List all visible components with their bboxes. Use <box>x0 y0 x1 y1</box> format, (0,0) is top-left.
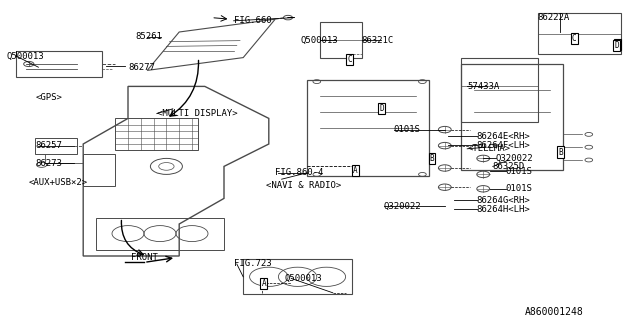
Text: 0101S: 0101S <box>506 167 532 176</box>
Text: A: A <box>261 279 266 288</box>
Text: Q500013: Q500013 <box>301 36 339 44</box>
Text: 86277: 86277 <box>128 63 155 72</box>
Text: 86264H<LH>: 86264H<LH> <box>477 205 531 214</box>
Text: 86273: 86273 <box>35 159 62 168</box>
Text: <MULTI DISPLAY>: <MULTI DISPLAY> <box>157 109 237 118</box>
Text: Q500013: Q500013 <box>285 274 323 283</box>
Text: <NAVI & RADIO>: <NAVI & RADIO> <box>266 181 341 190</box>
Text: 57433A: 57433A <box>467 82 499 91</box>
Text: 85261: 85261 <box>136 32 163 41</box>
Text: FIG.660: FIG.660 <box>234 16 271 25</box>
Text: C: C <box>572 34 577 43</box>
Text: 0101S: 0101S <box>506 184 532 193</box>
Text: 86321C: 86321C <box>362 36 394 44</box>
Text: Q320022: Q320022 <box>384 202 422 211</box>
Text: A860001248: A860001248 <box>525 307 584 317</box>
Text: B: B <box>429 154 435 163</box>
Text: FIG.723: FIG.723 <box>234 260 271 268</box>
Text: A: A <box>353 166 358 175</box>
Text: <AUX+USB×2>: <AUX+USB×2> <box>29 178 88 187</box>
Text: 86264E<RH>: 86264E<RH> <box>477 132 531 140</box>
Text: 86257: 86257 <box>35 141 62 150</box>
Text: Q500013: Q500013 <box>6 52 44 60</box>
Text: FIG.860-4: FIG.860-4 <box>275 168 324 177</box>
Text: 86325D: 86325D <box>493 162 525 171</box>
Text: 86264F<LH>: 86264F<LH> <box>477 141 531 150</box>
Text: 86222A: 86222A <box>538 13 570 22</box>
Text: 86264G<RH>: 86264G<RH> <box>477 196 531 204</box>
Text: FRONT: FRONT <box>131 253 158 262</box>
Text: <GPS>: <GPS> <box>35 93 62 102</box>
Text: B: B <box>558 148 563 156</box>
Text: D: D <box>614 41 619 50</box>
Text: <TELEMA>: <TELEMA> <box>467 144 510 153</box>
Text: C: C <box>347 55 352 64</box>
Text: 0101S: 0101S <box>394 125 420 134</box>
Text: D: D <box>615 40 620 49</box>
Text: D: D <box>379 104 384 113</box>
Text: Q320022: Q320022 <box>496 154 534 163</box>
